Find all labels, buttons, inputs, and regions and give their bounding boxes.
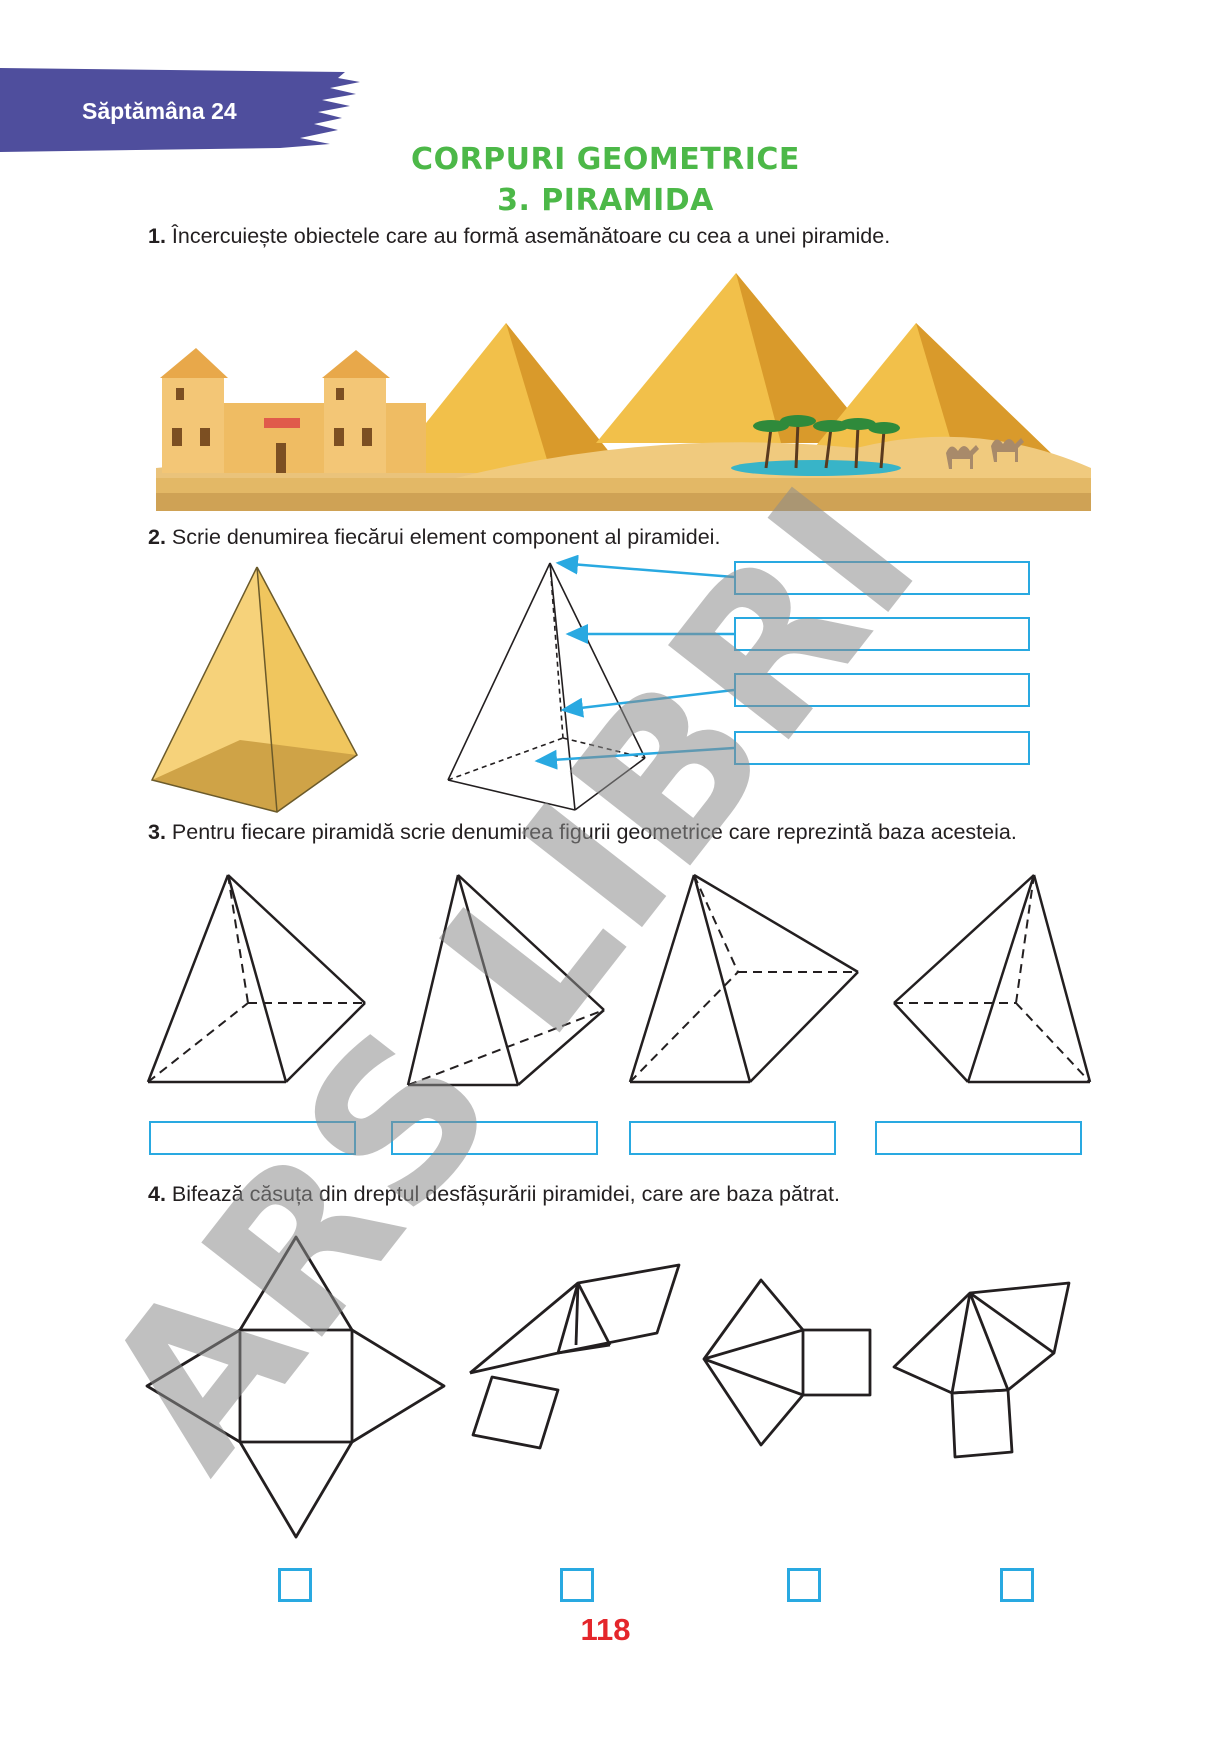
exercise-1-number: 1. bbox=[148, 224, 166, 248]
page-title: CORPURI GEOMETRICE bbox=[411, 142, 800, 177]
exercise-4-instruction: 4. Bifează căsuța din dreptul desfășurăr… bbox=[148, 1180, 840, 1209]
page-number: 118 bbox=[580, 1612, 631, 1647]
camel-caravan bbox=[946, 438, 1024, 469]
exercise-1-text: Încercuiește obiectele care au formă ase… bbox=[165, 224, 891, 248]
section-title: 3. PIRAMIDA bbox=[497, 183, 714, 218]
net-square-pyramid bbox=[145, 1235, 446, 1539]
exercise-2-text: Scrie denumirea fiecărui element compone… bbox=[165, 525, 721, 549]
exercise-3-pyramids bbox=[146, 873, 1092, 1087]
golden-pyramid bbox=[150, 566, 358, 813]
base-answer-box-2[interactable] bbox=[391, 1121, 598, 1155]
week-label: Săptămâna 24 bbox=[82, 98, 237, 124]
net-3 bbox=[702, 1278, 872, 1447]
exercise-3-text: Pentru fiecare piramidă scrie denumirea … bbox=[165, 820, 1017, 844]
lateral-face-answer-box[interactable] bbox=[734, 673, 1030, 707]
pyramid-1[interactable] bbox=[386, 323, 626, 473]
wireframe-pyramid bbox=[447, 562, 646, 811]
net-4 bbox=[892, 1281, 1071, 1459]
net-checkbox-3[interactable] bbox=[787, 1568, 821, 1602]
net-checkbox-4[interactable] bbox=[1000, 1568, 1034, 1602]
exercise-2-number: 2. bbox=[148, 525, 166, 549]
net-checkbox-1[interactable] bbox=[278, 1568, 312, 1602]
pyramid-a bbox=[146, 874, 366, 1084]
pyramid-2[interactable] bbox=[596, 273, 876, 443]
exercise-2-figures bbox=[150, 555, 735, 813]
pyramid-c bbox=[628, 873, 859, 1084]
exercise-2-instruction: 2. Scrie denumirea fiecărui element comp… bbox=[148, 523, 720, 552]
exercise-3-instruction: 3. Pentru fiecare piramidă scrie denumir… bbox=[148, 818, 1096, 847]
exercise-1-instruction: 1. Încercuiește obiectele care au formă … bbox=[148, 222, 890, 251]
week-banner bbox=[0, 68, 360, 152]
exercise-4-number: 4. bbox=[148, 1182, 166, 1206]
pyramid-b bbox=[406, 874, 605, 1087]
net-2 bbox=[469, 1263, 681, 1450]
lateral-edge-answer-box[interactable] bbox=[734, 617, 1030, 651]
pyramids-desert-illustration[interactable] bbox=[156, 268, 1091, 513]
pyramid-d bbox=[893, 874, 1092, 1084]
palm-trees bbox=[753, 415, 900, 469]
buildings[interactable] bbox=[160, 348, 426, 473]
base-answer-box-3[interactable] bbox=[629, 1121, 836, 1155]
pointer-arrows bbox=[534, 555, 735, 770]
base-answer-box-4[interactable] bbox=[875, 1121, 1082, 1155]
oasis-water bbox=[731, 460, 901, 476]
base-answer-box[interactable] bbox=[734, 731, 1030, 765]
exercise-4-text: Bifează căsuța din dreptul desfășurării … bbox=[165, 1182, 840, 1206]
exercise-4-nets bbox=[145, 1235, 1071, 1539]
base-answer-box-1[interactable] bbox=[149, 1121, 356, 1155]
exercise-3-number: 3. bbox=[148, 820, 166, 844]
net-checkbox-2[interactable] bbox=[560, 1568, 594, 1602]
vertex-answer-box[interactable] bbox=[734, 561, 1030, 595]
